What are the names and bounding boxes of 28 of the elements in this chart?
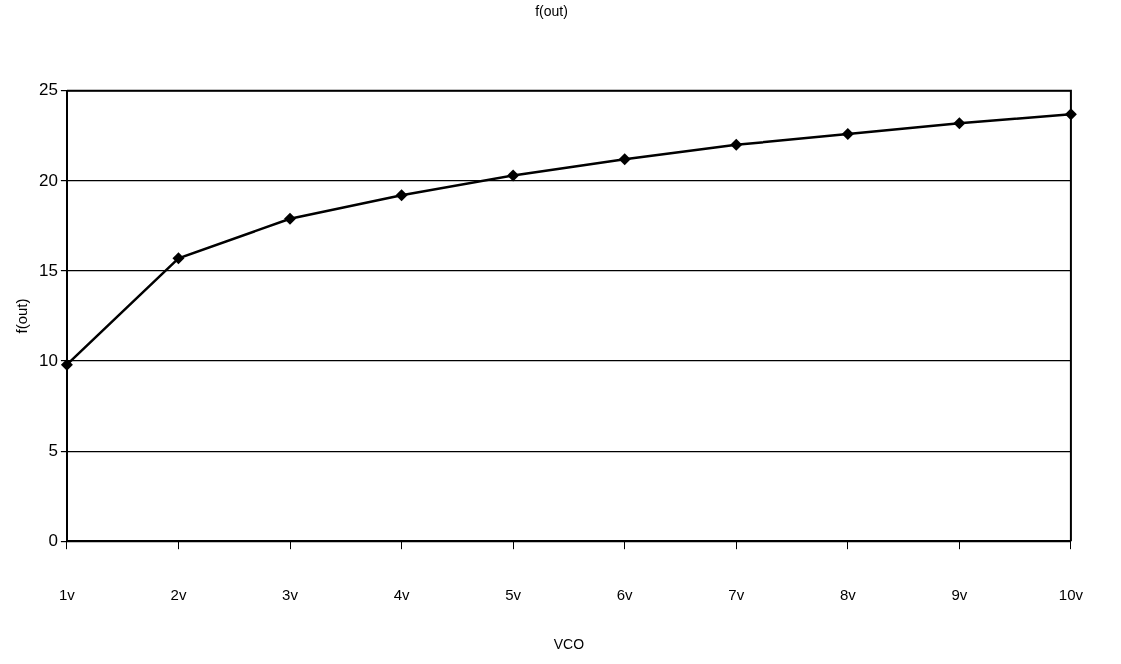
x-axis-title: VCO xyxy=(553,636,585,653)
y-tick-label: 5 xyxy=(48,440,58,460)
y-tick-label: 20 xyxy=(38,170,58,190)
point xyxy=(60,358,73,371)
point xyxy=(172,252,185,265)
x-tick-label: 2v xyxy=(170,586,187,604)
x-tick-label: 9v xyxy=(951,586,968,604)
point xyxy=(730,138,743,151)
point xyxy=(618,153,631,166)
x-tick-label: 3v xyxy=(282,586,299,604)
x-tick-label: 4v xyxy=(393,586,410,604)
x-tick-label: 1v xyxy=(58,586,76,604)
x-tick-label: 8v xyxy=(839,586,857,604)
point xyxy=(284,212,297,225)
y-tick-label: 10 xyxy=(38,350,58,370)
point xyxy=(953,117,966,130)
chart-title: f(out) xyxy=(535,3,568,20)
x-tick-label: 6v xyxy=(616,586,634,604)
x-tick-label: 7v xyxy=(728,586,745,604)
x-tick-label: 5v xyxy=(505,586,522,604)
y-tick-label: 0 xyxy=(48,530,58,550)
x-tick-label: 10v xyxy=(1058,586,1084,604)
y-tick-label: 25 xyxy=(38,80,58,100)
point xyxy=(395,189,408,202)
point xyxy=(841,128,854,141)
y-tick-label: 15 xyxy=(38,260,58,280)
point xyxy=(507,169,520,182)
y-axis-title: f(out) xyxy=(13,298,31,334)
